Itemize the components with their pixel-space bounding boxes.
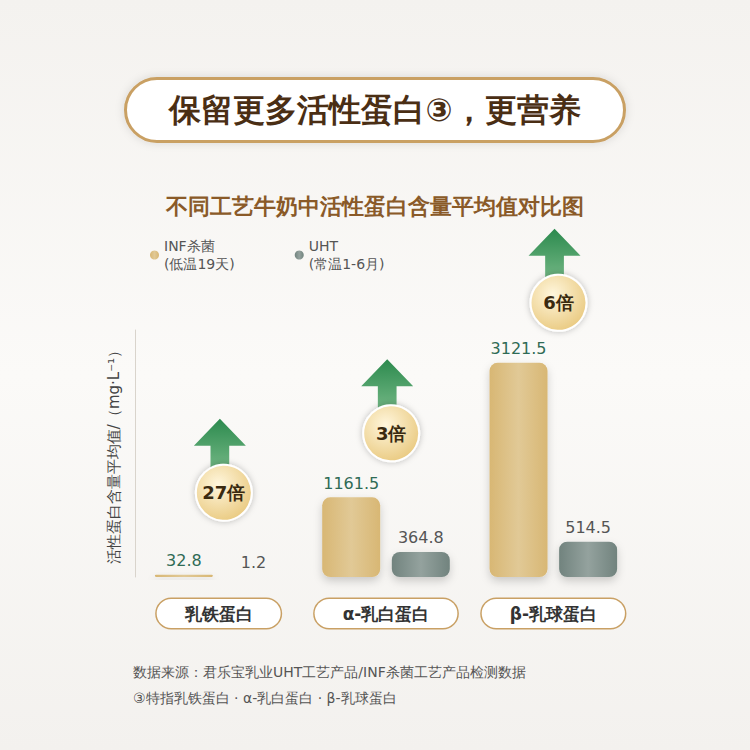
- svg-text:3121.5: 3121.5: [491, 339, 547, 358]
- svg-text:1.2: 1.2: [241, 553, 266, 572]
- svg-text:514.5: 514.5: [565, 518, 611, 537]
- svg-text:364.8: 364.8: [398, 528, 444, 547]
- svg-text:不同工艺牛奶中活性蛋白含量平均值对比图: 不同工艺牛奶中活性蛋白含量平均值对比图: [165, 194, 584, 219]
- svg-text:③特指乳铁蛋白 · α-乳白蛋白 · β-乳球蛋白: ③特指乳铁蛋白 · α-乳白蛋白 · β-乳球蛋白: [133, 690, 397, 706]
- svg-text:(常温1-6月): (常温1-6月): [309, 256, 385, 272]
- svg-text:β-乳球蛋白: β-乳球蛋白: [510, 604, 597, 624]
- svg-text:数据来源：君乐宝乳业UHT工艺产品/INF杀菌工艺产品检测数: 数据来源：君乐宝乳业UHT工艺产品/INF杀菌工艺产品检测数据: [133, 664, 526, 680]
- svg-text:(低温19天): (低温19天): [164, 256, 235, 272]
- svg-text:活性蛋白含量平均值/（mg·L⁻¹）: 活性蛋白含量平均值/（mg·L⁻¹）: [105, 343, 123, 564]
- svg-text:INF杀菌: INF杀菌: [164, 238, 215, 254]
- svg-text:3倍: 3倍: [376, 423, 407, 444]
- svg-text:32.8: 32.8: [166, 551, 202, 570]
- svg-text:6倍: 6倍: [543, 292, 574, 313]
- svg-text:UHT: UHT: [309, 238, 339, 254]
- svg-text:1161.5: 1161.5: [323, 474, 379, 493]
- svg-text:27倍: 27倍: [202, 482, 245, 503]
- svg-text:α-乳白蛋白: α-乳白蛋白: [343, 604, 430, 624]
- svg-text:保留更多活性蛋白③，更营养: 保留更多活性蛋白③，更营养: [168, 91, 580, 129]
- svg-text:乳铁蛋白: 乳铁蛋白: [184, 604, 253, 624]
